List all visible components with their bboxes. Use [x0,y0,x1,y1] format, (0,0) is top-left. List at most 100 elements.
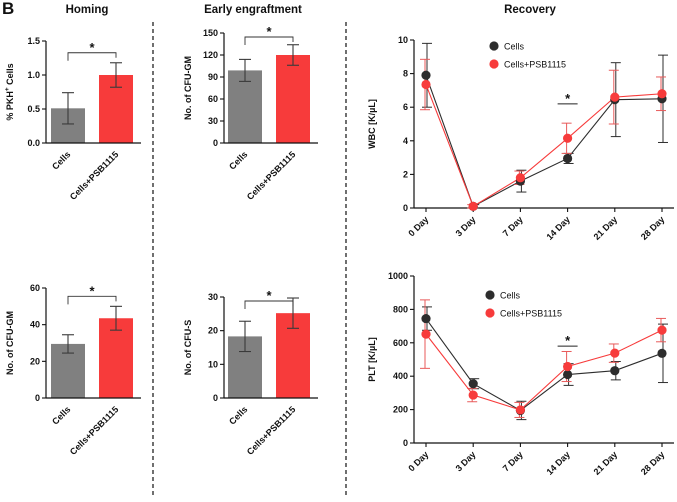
plt-x-tick-label: 3 Day [454,449,478,473]
cfu-s-y-tick-label: 30 [208,292,218,302]
chart-plt: 0 Day 3 Day 7 Day 14 Day 21 Day 28 Day 0 200 400… [367,271,674,477]
plt-treated-point [421,329,431,339]
homing-y-tick-label: 1.5 [27,36,40,46]
plt-x-tick-label: 28 Day [639,449,667,477]
cfu-gm-homing-x-tick-label: Cells [50,404,72,426]
wbc-legend-marker-treated [489,59,499,69]
homing-y-tick-label: 0.0 [27,138,40,148]
wbc-y-tick-label: 0 [403,203,408,213]
cfu-gm-early-y-tick-label: 90 [208,72,218,82]
homing-y-tick-label: 0.5 [27,104,40,114]
wbc-treated-point [657,89,667,99]
cfu-gm-early-bar [276,55,310,143]
homing-y-tick-label: 1.0 [27,70,40,80]
cfu-gm-early-significance-bracket [244,36,294,45]
cfu-gm-early-y-tick-label: 150 [203,28,218,38]
cfu-gm-homing-x-tick-label: Cells+PSB1115 [68,404,121,457]
wbc-x-tick-label: 0 Day [406,214,430,238]
homing-y-axis-label-tail: Cells [5,63,15,87]
plt-treated-point [610,348,620,358]
cfu-gm-homing-y-tick-label: 60 [30,283,40,293]
cfu-gm-early-y-tick-label: 30 [208,116,218,126]
section-title-recovery: Recovery [504,4,556,16]
homing-significance-star: * [89,40,95,55]
plt-x-tick-label: 21 Day [592,449,620,477]
section-title-early-engraftment: Early engraftment [204,4,302,16]
homing-significance-bracket [67,52,117,61]
plt-cells-line [425,318,663,412]
wbc-treated-point [610,92,620,102]
plt-y-tick-label: 0 [403,438,408,448]
cfu-gm-early-y-tick-label: 0 [213,138,218,148]
cfu-s-y-tick-label: 10 [208,359,218,369]
wbc-y-axis-label: WBC [K/µL] [367,99,377,149]
wbc-y-tick-label: 6 [403,102,408,112]
plt-cells-point [421,313,431,324]
cfu-gm-homing-bar [99,318,133,398]
cfu-gm-early-significance-star: * [266,24,272,39]
cfu-gm-homing-y-tick-label: 40 [30,320,40,330]
wbc-cells-point [421,70,431,80]
wbc-legend-label-cells: Cells [504,42,525,52]
plt-cells-point [563,369,573,380]
plt-y-tick-label: 800 [393,304,408,314]
wbc-cells-line [425,75,663,208]
wbc-x-tick-label: 14 Day [544,214,572,242]
cfu-gm-homing-y-tick-label: 20 [30,356,40,366]
plt-y-tick-label: 400 [393,371,408,381]
wbc-legend-marker-cells [489,41,499,51]
cfu-gm-homing-y-tick-label: 0 [35,393,40,403]
homing-x-tick-label: Cells+PSB1115 [68,149,121,202]
plt-treated-point [468,390,478,400]
wbc-treated-point [563,133,573,143]
panel-label: B [2,0,14,18]
plt-y-tick-label: 1000 [388,271,408,281]
plt-cells-point [468,379,478,389]
plt-y-tick-label: 200 [393,405,408,415]
homing-y-axis-label: % PKH+ Cells [4,63,15,120]
plt-cells-point [610,366,620,376]
plt-legend-label-treated: Cells+PSB1115 [500,309,562,319]
cfu-gm-early-x-tick-label: Cells+PSB1115 [245,149,298,202]
plt-legend-marker-treated [485,308,495,318]
plt-treated-line [425,329,663,411]
wbc-y-tick-label: 10 [398,35,408,45]
cfu-s-significance-star: * [266,288,272,303]
cfu-s-y-axis-label: No. of CFU-S [183,320,193,376]
wbc-x-tick-label: 7 Day [501,214,525,238]
cfu-s-y-tick-label: 0 [213,393,218,403]
wbc-treated-line [425,84,663,208]
wbc-x-tick-label: 21 Day [592,214,620,242]
wbc-treated-point [421,79,431,90]
wbc-x-tick-label: 28 Day [639,214,667,242]
wbc-y-tick-label: 2 [403,169,408,179]
cfu-gm-homing-significance-star: * [89,283,95,298]
plt-treated-point [515,405,526,415]
homing-x-tick-label: Cells [50,149,72,171]
plt-legend-marker-cells [485,290,495,300]
plt-x-tick-label: 0 Day [406,449,430,473]
wbc-legend-label-treated: Cells+PSB1115 [504,60,566,70]
homing-y-axis-label-sup: + [4,87,11,91]
wbc-cells-point [563,153,573,164]
wbc-x-tick-label: 3 Day [454,214,478,238]
wbc-y-tick-label: 4 [403,136,408,146]
cfu-gm-early-y-tick-label: 60 [208,94,218,104]
plt-x-tick-label: 7 Day [501,449,525,473]
cfu-gm-early-bar [228,70,262,143]
cfu-gm-early-y-tick-label: 120 [203,50,218,60]
plt-treated-point [563,361,573,372]
wbc-treated-point [515,173,526,183]
cfu-s-significance-bracket [244,300,294,309]
wbc-y-tick-label: 8 [403,69,408,79]
cfu-s-y-tick-label: 20 [208,326,218,336]
wbc-significance-star: * [565,91,571,106]
cfu-gm-homing-y-axis-label: No. of CFU-GM [5,311,15,375]
plt-y-tick-label: 600 [393,338,408,348]
plt-treated-point [657,325,667,335]
